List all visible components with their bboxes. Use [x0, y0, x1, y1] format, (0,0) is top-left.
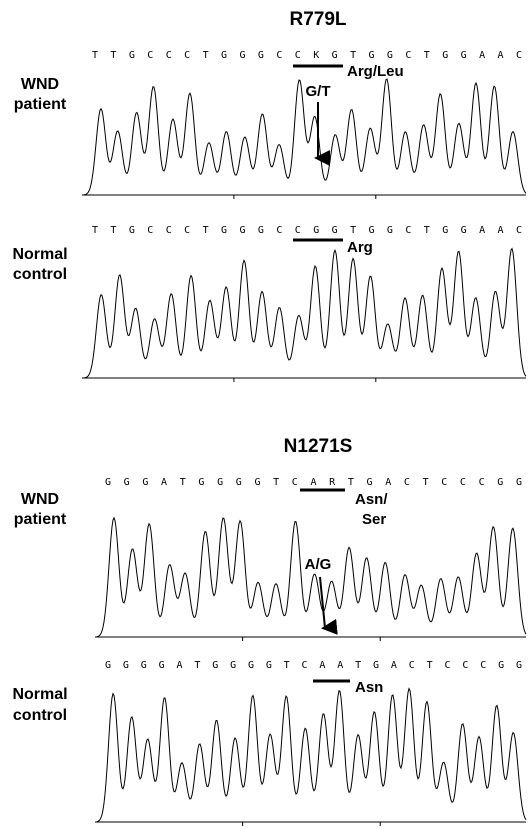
panel-label: patient	[14, 96, 67, 113]
trace	[97, 518, 526, 637]
annotation: Ser	[362, 511, 386, 528]
sequence: GGGGATGGGGTCAATGACTCCCGG	[105, 660, 522, 671]
panel-label: patient	[14, 511, 67, 528]
trace	[97, 689, 526, 822]
arrow-label: A/G	[305, 556, 332, 573]
panel-label: Normal	[12, 686, 67, 703]
panel-label: WND	[21, 76, 59, 93]
figure: R779L WND patient TTGCCCTGGGCCKGTGGCTGGAAC A…	[0, 0, 529, 829]
annotation: Asn/	[355, 491, 388, 508]
annotation: Arg	[347, 239, 373, 256]
panel-label: control	[13, 707, 67, 724]
sequence: GGGATGGGGTCARTGACTCCCGG	[105, 477, 522, 488]
arrow-label: G/T	[306, 83, 331, 100]
sequence: TTGCCCTGGGCCKGTGGCTGGAAC	[92, 50, 522, 61]
section-title: N1271S	[284, 436, 353, 457]
section-title: R779L	[289, 9, 346, 30]
annotation: Arg/Leu	[347, 63, 404, 80]
annotation: Asn	[355, 679, 383, 696]
panel-label: WND	[21, 491, 59, 508]
trace	[84, 249, 526, 378]
panel-label: control	[13, 266, 67, 283]
sequence: TTGCCCTGGGCCGGTGGCTGGAAC	[92, 225, 522, 236]
panel-label: Normal	[12, 246, 67, 263]
